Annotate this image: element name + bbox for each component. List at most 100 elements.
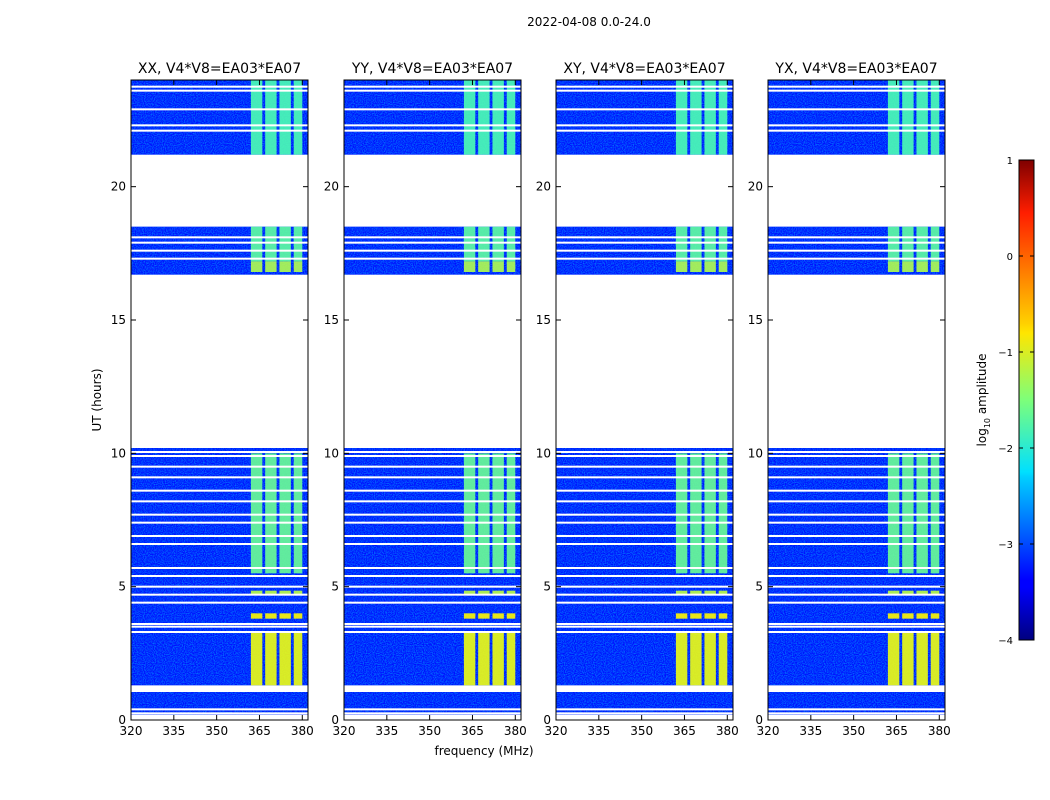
rfi-band — [902, 261, 914, 272]
rfi-band — [506, 590, 516, 595]
rfi-band — [675, 632, 688, 686]
rfi-band — [690, 590, 702, 595]
flagged-row — [344, 575, 521, 577]
flagged-row — [556, 535, 733, 537]
rfi-band — [463, 261, 476, 272]
y-tick-label: 15 — [748, 313, 763, 327]
flagged-row — [556, 631, 733, 633]
rfi-band — [675, 453, 688, 574]
rfi-band — [265, 80, 277, 155]
rfi-band — [675, 590, 688, 595]
rfi-band — [887, 613, 900, 619]
flagged-row — [344, 631, 521, 633]
flagged-row — [556, 455, 733, 457]
flagged-row — [768, 623, 945, 625]
panel-title: XX, V4*V8=EA03*EA07 — [138, 61, 301, 77]
rfi-band — [887, 632, 900, 686]
noise-texture — [768, 448, 945, 686]
rfi-band — [718, 226, 728, 262]
rfi-band — [279, 453, 291, 574]
flagged-row — [131, 236, 308, 239]
y-tick-label: 20 — [748, 180, 763, 194]
panel-frame — [767, 79, 946, 721]
y-tick-label: 10 — [536, 446, 551, 460]
flagged-row — [556, 236, 733, 239]
flagged-row — [344, 500, 521, 503]
rfi-band — [506, 632, 516, 686]
flagged-row — [556, 521, 733, 524]
rfi-band — [478, 453, 490, 574]
rfi-band — [902, 590, 914, 595]
noise-texture — [344, 692, 521, 715]
rfi-band — [704, 453, 716, 574]
rfi-band — [463, 226, 476, 262]
rfi-band — [279, 261, 291, 272]
panel-image — [131, 80, 308, 715]
rfi-band — [690, 632, 702, 686]
flagged-row — [768, 500, 945, 503]
flagged-row — [556, 465, 733, 468]
flagged-row — [768, 631, 945, 633]
flagged-row — [768, 129, 945, 132]
x-tick-label: 335 — [162, 724, 185, 738]
rfi-band — [492, 80, 504, 155]
flagged-row — [768, 567, 945, 569]
noise-texture — [131, 692, 308, 715]
rfi-band — [463, 80, 476, 155]
rfi-band — [675, 80, 688, 155]
panel-frame — [555, 79, 734, 721]
flagged-row — [344, 567, 521, 569]
rfi-band — [265, 632, 277, 686]
flagged-row — [344, 625, 521, 628]
rfi-band — [704, 80, 716, 155]
flagged-row — [344, 687, 521, 689]
flagged-row — [768, 708, 945, 711]
flagged-row — [768, 249, 945, 252]
flagged-row — [768, 465, 945, 468]
flagged-row — [344, 535, 521, 537]
flagged-row — [556, 249, 733, 252]
rfi-band — [293, 613, 303, 619]
colorbar: 1 0 −1 −2 −3 −4 log10 amplitude — [975, 156, 1035, 647]
flagged-row — [131, 625, 308, 628]
x-tick-label: 320 — [545, 724, 568, 738]
noise-texture — [131, 80, 308, 155]
flagged-row — [768, 489, 945, 492]
rfi-band — [478, 590, 490, 595]
flagged-row — [344, 593, 521, 596]
x-tick-label: 380 — [928, 724, 951, 738]
flagged-row — [556, 601, 733, 604]
flagged-row — [344, 489, 521, 492]
panel-xx: XX, V4*V8=EA03*EA07 320 335 350 365 380 0 5 10 15… — [111, 61, 314, 738]
rfi-band — [887, 80, 900, 155]
flagged-row — [131, 513, 308, 516]
rfi-band — [250, 453, 263, 574]
y-tick-label: 0 — [331, 713, 339, 727]
flagged-row — [344, 85, 521, 88]
panel-yx: YX, V4*V8=EA03*EA07 320 335 350 365 380 0 5 10 15… — [748, 61, 951, 738]
flagged-row — [768, 108, 945, 111]
rfi-band — [492, 226, 504, 262]
rfi-band — [506, 226, 516, 262]
noise-texture — [556, 448, 733, 686]
flagged-row — [131, 567, 308, 569]
panel-frame — [130, 79, 309, 721]
rfi-band — [675, 261, 688, 272]
panel-xy: XY, V4*V8=EA03*EA07 320 335 350 365 380 0 5 10 15… — [536, 61, 739, 738]
flagged-row — [344, 708, 521, 711]
rfi-band — [492, 453, 504, 574]
rfi-band — [279, 80, 291, 155]
rfi-band — [690, 613, 702, 619]
rfi-band — [293, 261, 303, 272]
rfi-band — [293, 226, 303, 262]
y-tick-label: 10 — [111, 446, 126, 460]
flagged-row — [131, 575, 308, 577]
flagged-row — [768, 455, 945, 457]
rfi-band — [463, 632, 476, 686]
flagged-row — [344, 685, 521, 688]
y-tick-label: 15 — [536, 313, 551, 327]
rfi-band — [916, 632, 928, 686]
rfi-band — [506, 261, 516, 272]
flagged-row — [768, 585, 945, 588]
y-tick-label: 10 — [324, 446, 339, 460]
